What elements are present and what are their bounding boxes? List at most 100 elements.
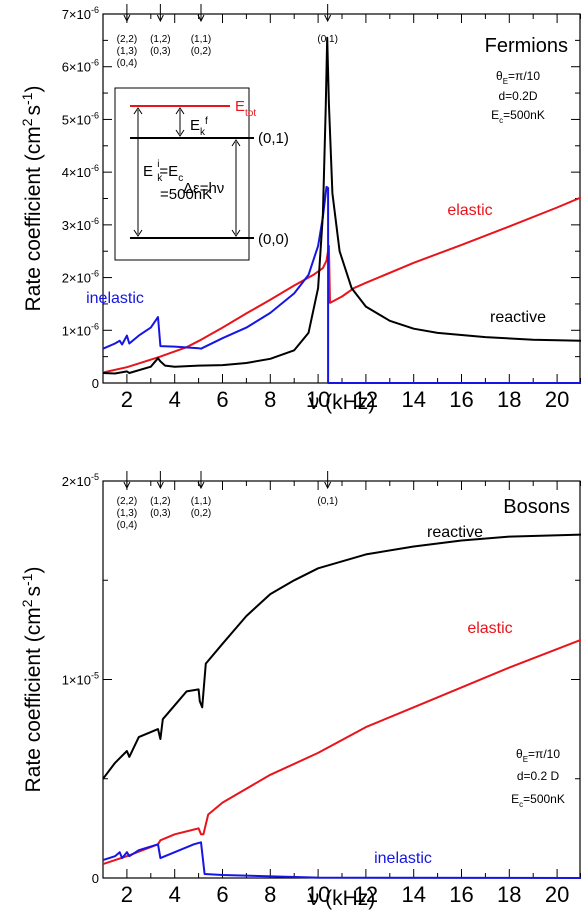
param-sub: c bbox=[519, 800, 523, 809]
y-tick-label-base: 7×10 bbox=[62, 7, 91, 22]
param-label: θE=π/10 bbox=[496, 69, 540, 86]
y-tick-label-exp: -6 bbox=[91, 58, 99, 68]
series-label-inelastic: inelastic bbox=[86, 290, 144, 307]
x-tick-label: 20 bbox=[545, 882, 569, 907]
ekf-sub: k bbox=[200, 127, 206, 138]
y-tick-label-exp: -6 bbox=[91, 5, 99, 15]
resonance-label: (0,1) bbox=[317, 34, 338, 45]
y-tick-label-base: 5×10 bbox=[62, 112, 91, 127]
x-tick-label: 6 bbox=[216, 387, 228, 412]
panel-title: Bosons bbox=[503, 496, 570, 518]
y-tick-label-base: 1×10 bbox=[62, 673, 91, 688]
y-axis-title: Rate coefficient (cm2 s-1) bbox=[19, 86, 45, 312]
resonance-label: (0,3) bbox=[150, 508, 171, 519]
x-tick-label: 8 bbox=[264, 387, 276, 412]
series-line-elastic bbox=[102, 196, 581, 374]
inset-frame bbox=[114, 87, 250, 261]
y-tick-label-exp: -6 bbox=[91, 163, 99, 173]
y-tick-label-base: 0 bbox=[92, 871, 99, 886]
x-tick-label: 18 bbox=[497, 882, 521, 907]
y-axis-title-sup: -1 bbox=[19, 573, 35, 586]
param-main: E bbox=[511, 792, 519, 806]
level-00-label: (0,0) bbox=[258, 231, 289, 248]
x-tick-label: 16 bbox=[449, 882, 473, 907]
energy-level-inset: Etot (0,1) (0,0) Ekf E ki=Ec =500nK bbox=[114, 87, 289, 261]
eki-value: =500nK bbox=[160, 186, 212, 203]
series-line-inelastic bbox=[102, 185, 581, 384]
resonance-label: (0,1) bbox=[317, 496, 338, 507]
series-line-reactive bbox=[102, 533, 581, 780]
param-sub: E bbox=[523, 755, 528, 764]
param-main: θ bbox=[516, 747, 523, 761]
y-tick-label-exp: -5 bbox=[91, 671, 99, 681]
x-tick-label: 14 bbox=[401, 882, 425, 907]
y-tick-label: 5×10-6 bbox=[62, 110, 99, 127]
param-rest: =π/10 bbox=[508, 69, 540, 83]
x-tick-label: 8 bbox=[264, 882, 276, 907]
resonance-arrowhead bbox=[197, 481, 205, 490]
y-tick-label-exp: -6 bbox=[91, 321, 99, 331]
eki-sub: k bbox=[157, 173, 163, 184]
eki-sub2: c bbox=[178, 173, 183, 184]
param-sub: c bbox=[499, 116, 503, 125]
param-rest: =500nK bbox=[503, 108, 545, 122]
y-tick-label: 6×10-6 bbox=[62, 58, 99, 75]
series-line-inelastic bbox=[102, 841, 581, 879]
eki-sup: i bbox=[157, 159, 159, 170]
y-tick-label-exp: -5 bbox=[91, 472, 99, 482]
level-01-label: (0,1) bbox=[258, 130, 289, 147]
resonance-arrowhead bbox=[197, 14, 205, 23]
resonance-arrowhead bbox=[324, 14, 332, 23]
y-axis-title-part: ) bbox=[22, 567, 45, 574]
resonance-arrowhead bbox=[156, 14, 164, 23]
resonance-label: (0,4) bbox=[117, 520, 138, 531]
y-tick-label-base: 2×10 bbox=[62, 474, 91, 489]
panel-title: Fermions bbox=[485, 35, 568, 57]
plot-area-bosons: 2 4 6 8 10 12 14 16 18 20ν (kHz)01×10-52×10-5Rate… bbox=[19, 471, 581, 910]
x-tick-label: 4 bbox=[169, 882, 181, 907]
param-label: Ec=500nK bbox=[491, 108, 545, 125]
y-tick-label-base: 2×10 bbox=[62, 271, 91, 286]
y-tick-label: 0 bbox=[92, 871, 99, 886]
y-tick-label-exp: -6 bbox=[91, 269, 99, 279]
x-tick-label: 18 bbox=[497, 387, 521, 412]
resonance-arrowhead bbox=[156, 481, 164, 490]
y-tick-label-exp: -6 bbox=[91, 110, 99, 120]
y-tick-label: 0 bbox=[92, 376, 99, 391]
delta-arrowhead-down bbox=[231, 229, 241, 237]
resonance-label: (0,2) bbox=[191, 508, 212, 519]
y-axis-title-sup: 2 bbox=[19, 599, 35, 607]
param-label: d=0.2D bbox=[498, 89, 537, 103]
y-axis-title-part: s bbox=[22, 586, 45, 597]
ekf-arrowhead-up bbox=[175, 107, 185, 115]
eki-eq: =E bbox=[159, 163, 178, 180]
resonance-arrowhead bbox=[123, 14, 131, 23]
series-line-elastic bbox=[102, 638, 581, 866]
y-tick-label-base: 1×10 bbox=[62, 323, 91, 338]
y-axis-title: Rate coefficient (cm2 s-1) bbox=[19, 567, 45, 793]
series-label-inelastic: inelastic bbox=[374, 850, 432, 867]
y-axis-title-part: Rate coefficient (cm bbox=[22, 607, 45, 792]
resonance-label: (1,2) bbox=[150, 496, 171, 507]
y-tick-label: 3×10-6 bbox=[62, 216, 99, 233]
y-tick-label: 1×10-6 bbox=[62, 321, 99, 338]
param-label: Ec=500nK bbox=[511, 792, 565, 809]
param-main: θ bbox=[496, 69, 503, 83]
x-tick-label: 4 bbox=[169, 387, 181, 412]
eki-arrowhead-up bbox=[133, 107, 143, 115]
resonance-label: (1,3) bbox=[117, 46, 138, 57]
param-sub: E bbox=[503, 77, 508, 86]
y-axis-title-sup: 2 bbox=[19, 118, 35, 126]
series-label-reactive: reactive bbox=[427, 524, 483, 541]
resonance-label: (1,2) bbox=[150, 34, 171, 45]
resonance-label: (2,2) bbox=[117, 496, 138, 507]
eki-arrowhead-down bbox=[133, 229, 143, 237]
resonance-arrowhead bbox=[324, 481, 332, 490]
plot-area-fermions: 2 4 6 8 10 12 14 16 18 20ν (kHz)01×10-62×10-63×10… bbox=[19, 4, 581, 414]
y-tick-label-base: 6×10 bbox=[62, 60, 91, 75]
panel-fermions: 2 4 6 8 10 12 14 16 18 20ν (kHz)01×10-62×10-63×10… bbox=[19, 4, 581, 414]
plot-frame bbox=[102, 480, 581, 879]
y-tick-label: 7×10-6 bbox=[62, 5, 99, 22]
resonance-label: (0,4) bbox=[117, 58, 138, 69]
